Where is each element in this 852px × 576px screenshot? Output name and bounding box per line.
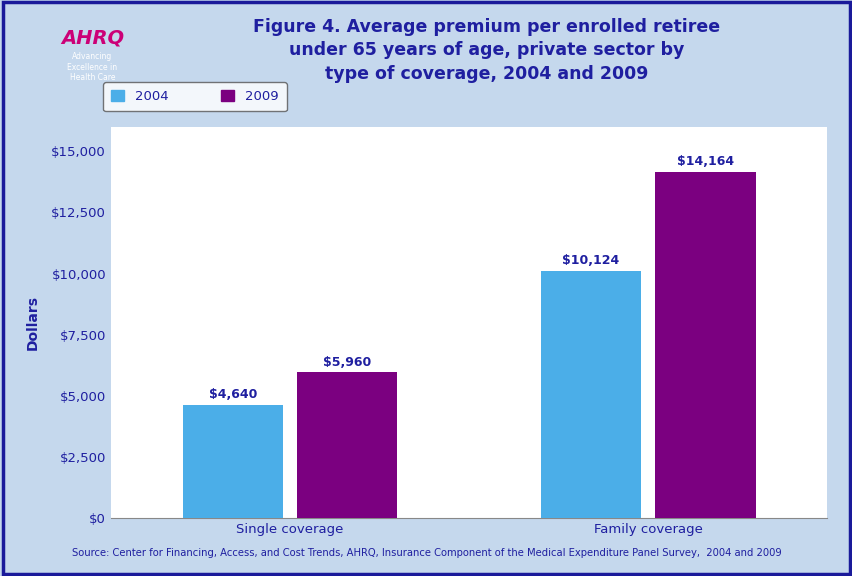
Text: Figure 4. Average premium per enrolled retiree
under 65 years of age, private se: Figure 4. Average premium per enrolled r… [252,18,719,83]
Bar [182,405,283,518]
Text: $14,164: $14,164 [676,155,734,168]
Bar [540,271,641,518]
Text: AHRQ: AHRQ [60,28,124,47]
Legend: 2004, 2009: 2004, 2009 [103,82,286,111]
Text: $5,960: $5,960 [323,356,371,369]
Text: $10,124: $10,124 [561,254,619,267]
Bar [654,172,755,518]
Text: Advancing
Excellence in
Health Care: Advancing Excellence in Health Care [67,52,118,82]
Bar [296,373,397,518]
Text: $4,640: $4,640 [208,388,256,401]
Text: Source: Center for Financing, Access, and Cost Trends, AHRQ, Insurance Component: Source: Center for Financing, Access, an… [72,548,780,558]
Y-axis label: Dollars: Dollars [26,295,40,350]
